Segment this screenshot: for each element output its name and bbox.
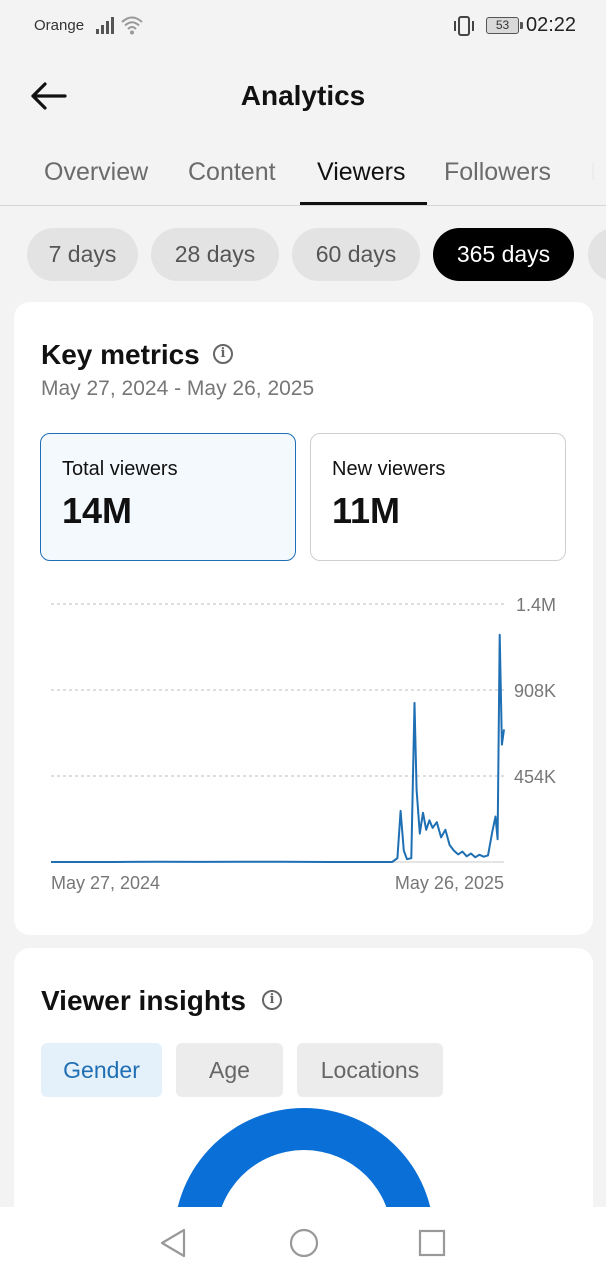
info-icon[interactable]: i [262, 990, 282, 1010]
wifi-icon [120, 14, 144, 41]
donut-arc [174, 1108, 434, 1238]
y-tick-label: 1.4M [516, 595, 556, 615]
tab-viewers[interactable]: Viewers [317, 158, 406, 186]
nav-recents-icon[interactable] [418, 1227, 446, 1259]
x-tick-label: May 27, 2024 [51, 873, 160, 893]
x-tick-label: May 26, 2025 [395, 873, 504, 893]
metric-new-viewers[interactable]: New viewers 11M [310, 433, 566, 561]
tab-content[interactable]: Content [188, 158, 276, 186]
metric-value: 11M [332, 490, 401, 531]
viewers-line-chart[interactable]: 1.4M 908K 454K May 27, 2024 May 26, 2025 [14, 582, 593, 912]
tab-fade [566, 140, 606, 205]
series-line [51, 633, 505, 863]
status-bar: Orange 53 02:22 [0, 0, 606, 52]
chip-60-days[interactable]: 60 days [292, 228, 420, 281]
key-metrics-card: Key metrics i May 27, 2024 - May 26, 202… [14, 302, 593, 935]
tab-overview[interactable]: Overview [44, 158, 149, 186]
status-time: 02:22 [526, 14, 577, 36]
info-icon[interactable]: i [213, 344, 233, 364]
system-nav-bar [0, 1207, 606, 1280]
metric-total-viewers[interactable]: Total viewers 14M [40, 433, 296, 561]
back-button[interactable] [26, 76, 70, 116]
viewer-insights-card: Viewer insights i Gender Age Locations [14, 948, 593, 1248]
nav-home-icon[interactable] [288, 1227, 320, 1259]
chip-7-days[interactable]: 7 days [27, 228, 138, 281]
metric-label: Total viewers [62, 458, 178, 480]
carrier-name: Orange [34, 17, 85, 34]
chip-overflow[interactable] [588, 228, 606, 281]
viewer-insights-title: Viewer insights [41, 985, 246, 1016]
battery-icon: 53 [486, 17, 523, 34]
date-range: May 27, 2024 - May 26, 2025 [41, 377, 315, 400]
metric-label: New viewers [332, 458, 446, 480]
signal-icon [96, 16, 116, 39]
key-metrics-title: Key metrics [41, 339, 200, 370]
tab-followers[interactable]: Followers [444, 158, 551, 186]
nav-back-icon[interactable] [158, 1227, 188, 1259]
page-title: Analytics [240, 80, 366, 111]
chip-28-days[interactable]: 28 days [151, 228, 279, 281]
gender-donut-chart [174, 1108, 434, 1238]
range-chips: 7 days 28 days 60 days 365 days [0, 228, 606, 282]
y-tick-label: 908K [514, 681, 556, 701]
y-tick-label: 454K [514, 767, 556, 787]
chip-365-days[interactable]: 365 days [433, 228, 574, 281]
arrow-left-icon [31, 82, 67, 110]
active-tab-indicator [300, 202, 427, 205]
insight-tab-locations[interactable]: Locations [297, 1043, 443, 1097]
insight-tab-gender[interactable]: Gender [41, 1043, 162, 1097]
metric-value: 14M [62, 490, 133, 531]
section-tabs: Overview Content Viewers Followers L [0, 140, 606, 206]
insight-tab-age[interactable]: Age [176, 1043, 283, 1097]
vibrate-icon [452, 15, 476, 42]
app-bar: Analytics [0, 60, 606, 130]
